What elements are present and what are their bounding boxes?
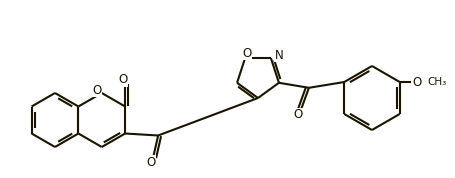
Text: N: N	[274, 49, 283, 62]
Text: O: O	[92, 83, 101, 96]
Text: O: O	[147, 156, 156, 169]
Text: O: O	[243, 47, 252, 60]
Text: O: O	[412, 75, 421, 88]
Text: O: O	[293, 108, 303, 121]
Text: CH₃: CH₃	[428, 77, 447, 87]
Text: O: O	[118, 73, 128, 86]
